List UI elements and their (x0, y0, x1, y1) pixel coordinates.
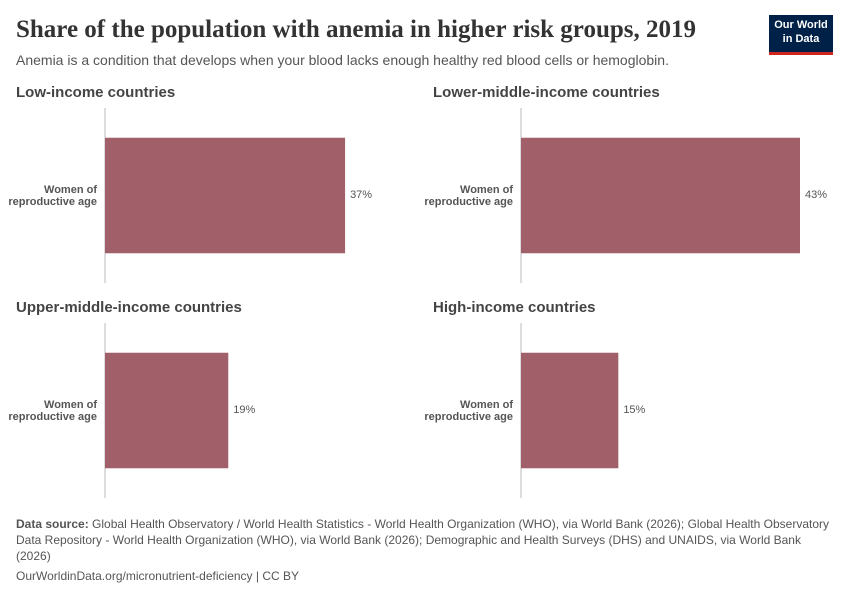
value-label: 19% (233, 403, 256, 416)
category-label: Women of reproductive age (8, 183, 97, 208)
panel-title: Low-income countries (16, 84, 176, 101)
logo[interactable]: Our World in Data (769, 15, 833, 55)
title: Share of the population with anemia in h… (16, 16, 696, 43)
panel-title: Lower-middle-income countries (433, 84, 660, 101)
url[interactable]: OurWorldinData.org/micronutrient-deficie… (16, 569, 299, 583)
source-text: Global Health Observatory / World Health… (16, 517, 829, 563)
value-label: 37% (350, 188, 373, 201)
bar (105, 137, 346, 254)
category-label: Women of reproductive age (424, 183, 513, 208)
panel-title: High-income countries (433, 299, 596, 316)
panel-title: Upper-middle-income countries (16, 299, 242, 316)
bar (105, 352, 229, 469)
category-label: Women of reproductive age (424, 398, 513, 423)
bar (521, 352, 619, 469)
source-note: Data source: Global Health Observatory /… (16, 516, 831, 564)
value-label: 43% (805, 188, 828, 201)
bar (521, 137, 800, 254)
subtitle: Anemia is a condition that develops when… (16, 52, 669, 68)
category-label: Women of reproductive age (8, 398, 97, 423)
value-label: 15% (623, 403, 646, 416)
source-label: Data source: (16, 517, 89, 531)
